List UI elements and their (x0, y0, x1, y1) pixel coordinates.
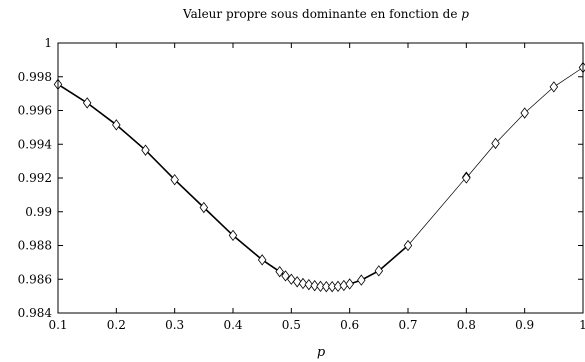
y-tick-label: 1 (44, 36, 52, 50)
data-point-diamond (112, 119, 121, 131)
data-point-diamond (316, 280, 325, 293)
x-tick-label: 0.4 (223, 318, 242, 332)
data-point-diamond (298, 277, 308, 290)
series-line-thin (407, 67, 584, 246)
plot-frame (57, 42, 584, 314)
data-point-diamond (141, 144, 150, 156)
y-tick-label: 0.992 (18, 171, 52, 185)
data-point-diamond (520, 107, 529, 119)
x-tick-label: 0.2 (107, 318, 126, 332)
data-point-diamond (199, 201, 209, 214)
data-point-diamond (310, 279, 319, 292)
y-tick-label: 0.988 (18, 239, 52, 253)
data-point-diamond (322, 281, 331, 293)
y-tick-label: 0.994 (18, 137, 53, 151)
x-tick-label: 0.1 (48, 318, 67, 332)
data-point-diamond (549, 81, 559, 93)
y-tick-label: 0.998 (18, 70, 52, 84)
y-tick-label: 0.99 (25, 205, 52, 219)
y-tick-label: 0.986 (18, 272, 52, 286)
data-point-diamond (82, 97, 92, 109)
data-series (53, 61, 585, 293)
x-tick-label: 0.6 (340, 318, 359, 332)
x-tick-label: 0.5 (282, 318, 301, 332)
x-tick-label: 0.8 (457, 318, 476, 332)
data-point-diamond (170, 174, 179, 186)
data-point-diamond (374, 265, 384, 277)
x-tick-label: 0.3 (165, 318, 184, 332)
x-tick-label: 1 (579, 318, 585, 332)
data-point-diamond (462, 172, 471, 184)
data-point-diamond (339, 279, 349, 292)
x-axis-label: p (317, 345, 326, 360)
y-tick-label: 0.984 (18, 306, 53, 320)
data-point-diamond (275, 265, 284, 278)
data-point-diamond (304, 278, 314, 291)
data-point-diamond (228, 229, 238, 242)
x-tick-label: 0.7 (398, 318, 417, 332)
data-point-diamond (257, 254, 267, 266)
data-point-diamond (403, 239, 413, 252)
data-point-diamond (345, 278, 354, 290)
data-point-diamond (491, 137, 500, 150)
y-tick-label: 0.996 (18, 104, 52, 118)
data-point-diamond (292, 276, 302, 288)
axes: 0.1 0.2 0.3 0.4 0.5 0.6 0.7 0.8 0.9 1 0.984 0.986 0.… (18, 36, 585, 332)
data-point-diamond (357, 274, 366, 286)
x-tick-label: 0.9 (515, 318, 534, 332)
series-line (57, 83, 409, 288)
chart-title: Valeur propre sous dominante en fonction… (182, 7, 469, 21)
data-point-diamond (578, 61, 585, 74)
data-point-diamond (327, 281, 337, 293)
data-point-diamond (281, 270, 290, 282)
